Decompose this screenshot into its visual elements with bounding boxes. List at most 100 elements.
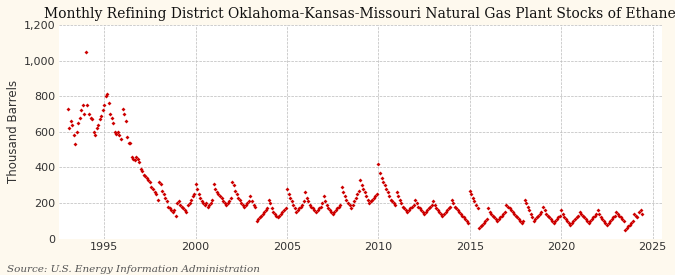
Point [365,199,376,204]
Point [495,215,506,220]
Point [421,210,431,214]
Point [167,210,178,214]
Point [65,119,76,123]
Point [550,219,561,223]
Point [611,210,622,214]
Point [198,201,209,205]
Point [184,201,195,205]
Point [222,201,233,205]
Point [119,112,130,116]
Point [381,187,392,191]
Point [109,130,120,134]
Point [233,196,244,200]
Point [435,212,446,216]
Point [62,106,73,111]
Point [344,203,355,207]
Point [180,208,190,213]
Point [353,188,364,193]
Point [422,208,433,213]
Point [434,210,445,214]
Point [597,217,608,221]
Point [132,156,143,161]
Point [626,221,637,225]
Point [470,203,481,207]
Point [122,135,132,139]
Point [483,206,493,211]
Point [103,101,114,106]
Point [554,213,565,218]
Title: Monthly Refining District Oklahoma-Kansas-Missouri Natural Gas Plant Stocks of E: Monthly Refining District Oklahoma-Kansa… [45,7,675,21]
Point [355,178,366,182]
Point [568,219,579,223]
Point [539,208,550,213]
Point [493,217,504,221]
Point [553,215,564,220]
Point [169,208,180,213]
Point [303,199,314,204]
Point [279,208,290,213]
Point [578,215,589,220]
Point [379,183,390,188]
Point [404,208,414,213]
Point [393,194,404,198]
Point [302,196,313,200]
Point [202,205,213,209]
Point [491,217,502,221]
Point [142,176,153,180]
Point [327,212,338,216]
Point [160,196,171,200]
Text: Source: U.S. Energy Information Administration: Source: U.S. Energy Information Administ… [7,265,260,274]
Point [603,221,614,225]
Point [309,208,320,213]
Point [529,219,539,223]
Point [76,108,87,113]
Point [399,206,410,211]
Point [535,212,545,216]
Point [164,206,175,211]
Point [610,213,620,218]
Point [280,206,291,211]
Point [614,213,624,218]
Point [138,172,149,177]
Point [601,222,612,227]
Point [416,208,427,213]
Point [385,197,396,202]
Point [462,219,472,223]
Point [537,205,548,209]
Point [277,210,288,214]
Point [86,117,97,122]
Point [82,103,93,107]
Point [375,170,385,175]
Point [204,203,215,207]
Point [221,203,232,207]
Point [558,212,568,216]
Point [228,183,239,188]
Point [157,188,167,193]
Point [441,208,452,213]
Point [524,208,535,213]
Point [486,212,497,216]
Point [291,210,302,214]
Point [530,217,541,221]
Point [566,221,577,225]
Point [285,196,296,200]
Point [238,203,248,207]
Point [257,212,268,216]
Point [177,205,188,209]
Point [326,210,337,214]
Point [390,203,401,207]
Point [250,205,261,209]
Point [472,206,483,211]
Point [605,219,616,223]
Point [300,190,310,195]
Point [599,219,610,223]
Point [148,187,159,191]
Point [589,213,600,218]
Point [394,197,405,202]
Point [205,201,216,205]
Point [201,201,212,205]
Point [362,197,373,202]
Point [251,219,262,223]
Point [637,212,647,216]
Point [387,199,398,204]
